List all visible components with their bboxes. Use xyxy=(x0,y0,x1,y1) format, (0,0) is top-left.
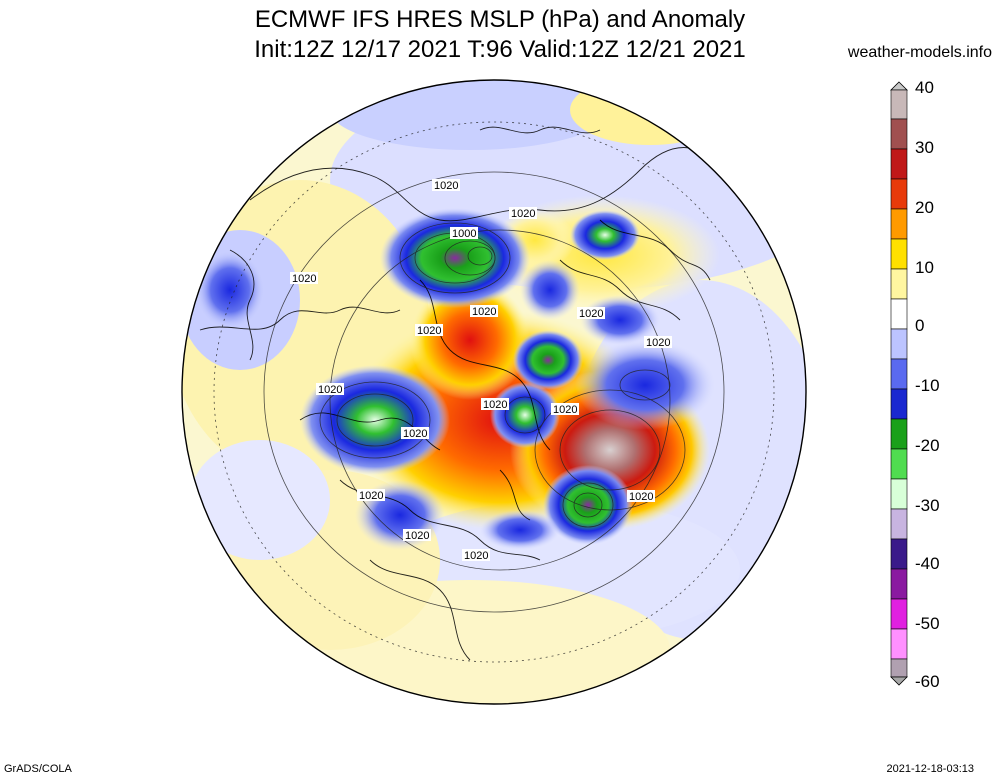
site-credit: weather-models.info xyxy=(847,44,992,61)
colorbar-label: 10 xyxy=(915,258,934,277)
colorbar-label: 40 xyxy=(915,78,934,97)
svg-text:1020: 1020 xyxy=(292,273,316,285)
colorbar-label: -50 xyxy=(915,614,940,633)
svg-text:1020: 1020 xyxy=(359,490,383,502)
svg-text:1020: 1020 xyxy=(646,337,670,349)
map-title: ECMWF IFS HRES MSLP (hPa) and Anomaly xyxy=(254,6,746,33)
svg-text:1020: 1020 xyxy=(511,208,535,220)
colorbar-label: 0 xyxy=(915,316,925,335)
svg-text:1020: 1020 xyxy=(579,308,603,320)
colorbar xyxy=(890,81,908,686)
colorbar-label: -60 xyxy=(915,672,940,691)
colorbar-label: 20 xyxy=(915,198,934,217)
svg-text:1020: 1020 xyxy=(483,399,507,411)
svg-text:1020: 1020 xyxy=(417,325,441,337)
colorbar-label: -10 xyxy=(915,376,940,395)
svg-text:1020: 1020 xyxy=(553,404,577,416)
colorbar-label: 30 xyxy=(915,138,934,157)
svg-text:1020: 1020 xyxy=(318,384,342,396)
anomaly-field xyxy=(182,80,806,704)
generation-timestamp: 2021-12-18-03:13 xyxy=(886,763,974,775)
svg-text:1020: 1020 xyxy=(434,180,458,192)
colorbar-label: -20 xyxy=(915,436,940,455)
software-credit: GrADS/COLA xyxy=(4,763,72,775)
svg-text:1020: 1020 xyxy=(405,530,429,542)
svg-text:1000: 1000 xyxy=(452,228,476,240)
svg-text:1020: 1020 xyxy=(472,306,496,318)
svg-text:1020: 1020 xyxy=(464,550,488,562)
colorbar-label: -40 xyxy=(915,554,940,573)
map-subtitle: Init:12Z 12/17 2021 T:96 Valid:12Z 12/21… xyxy=(254,36,746,63)
svg-text:1020: 1020 xyxy=(403,428,427,440)
contour-labels: 1020 1000 1020 1020 1020 1020 1020 1020 … xyxy=(290,179,672,562)
colorbar-label: -30 xyxy=(915,496,940,515)
svg-text:1020: 1020 xyxy=(629,491,653,503)
